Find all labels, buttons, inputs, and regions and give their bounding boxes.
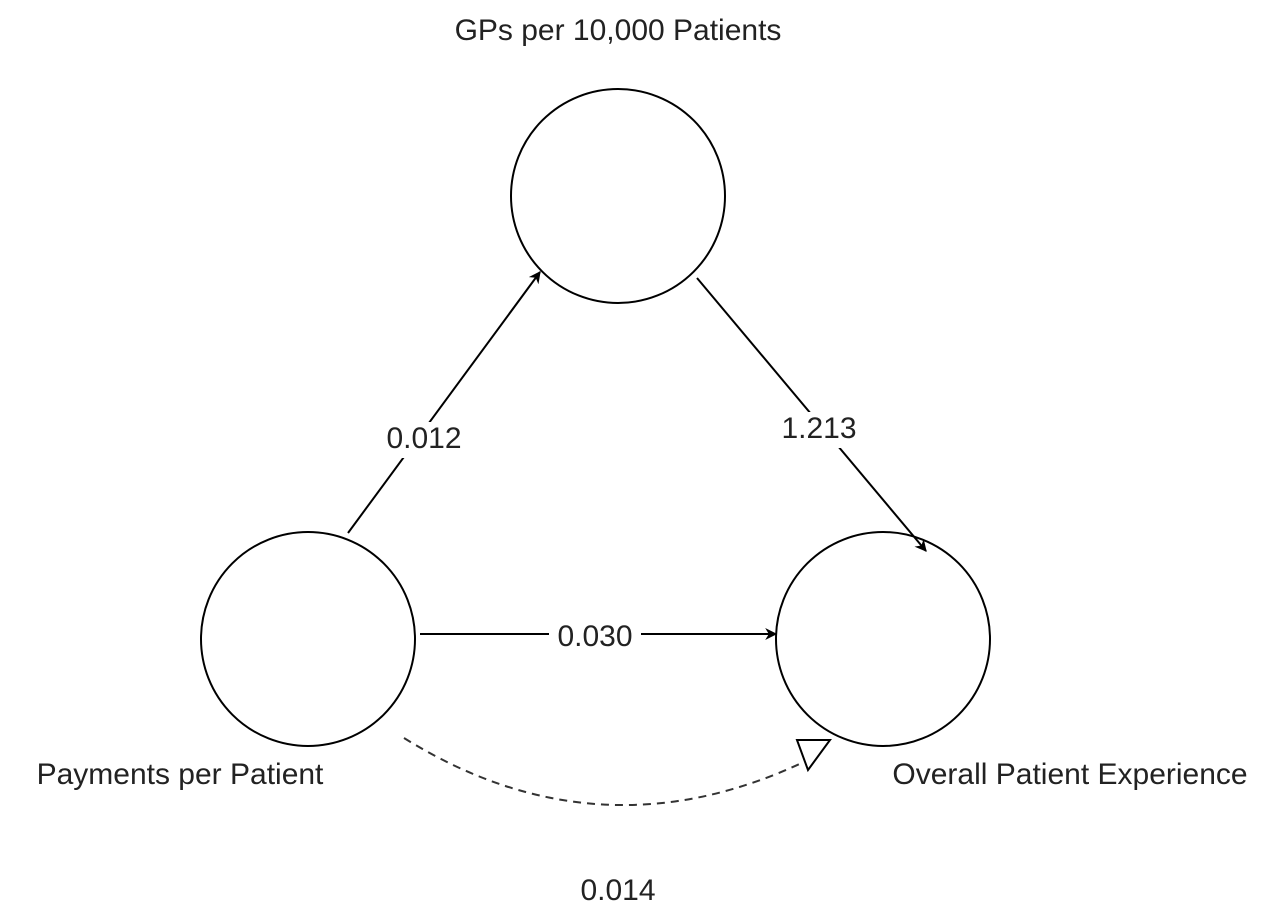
edge	[347, 271, 541, 534]
edge-dashed	[403, 737, 809, 807]
node-label: GPs per 10,000 Patients	[455, 14, 782, 47]
label-bg	[773, 412, 865, 448]
edge-label: 0.014	[580, 874, 655, 907]
node-circle	[775, 531, 991, 747]
edge-label: 0.030	[557, 620, 632, 653]
arrowhead-open	[795, 739, 832, 773]
node-label: Overall Patient Experience	[892, 758, 1247, 791]
label-bg	[549, 620, 641, 652]
node-circle	[200, 531, 416, 747]
node-circle	[510, 88, 726, 304]
edge-label: 1.213	[781, 412, 856, 445]
label-bg	[378, 422, 470, 458]
edge-label: 0.012	[386, 422, 461, 455]
node-label: Payments per Patient	[37, 758, 324, 791]
